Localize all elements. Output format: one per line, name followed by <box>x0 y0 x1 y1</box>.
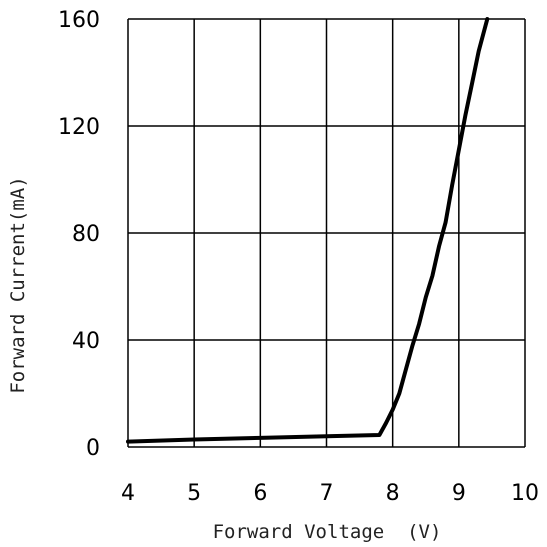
grid <box>127 18 526 448</box>
y-tick-labels: 0 40 80 120 160 <box>58 8 100 461</box>
x-tick-label: 10 <box>511 481 539 506</box>
y-tick-label: 120 <box>58 115 100 140</box>
x-tick-label: 9 <box>452 481 466 506</box>
y-tick-label: 160 <box>58 8 100 33</box>
x-tick-label: 5 <box>187 481 201 506</box>
x-tick-label: 6 <box>253 481 267 506</box>
series-layer <box>126 17 490 444</box>
y-tick-label: 40 <box>72 329 100 354</box>
y-tick-label: 80 <box>72 222 100 247</box>
x-tick-label: 4 <box>121 481 135 506</box>
x-tick-label: 7 <box>320 481 334 506</box>
x-axis-label: Forward Voltage (V) <box>213 521 442 543</box>
y-tick-label: 0 <box>86 436 100 461</box>
y-axis-label: Forward Current(mA) <box>7 176 29 393</box>
x-tick-label: 8 <box>386 481 400 506</box>
series-line <box>126 17 490 444</box>
x-tick-labels: 4 5 6 7 8 9 10 <box>121 481 539 506</box>
